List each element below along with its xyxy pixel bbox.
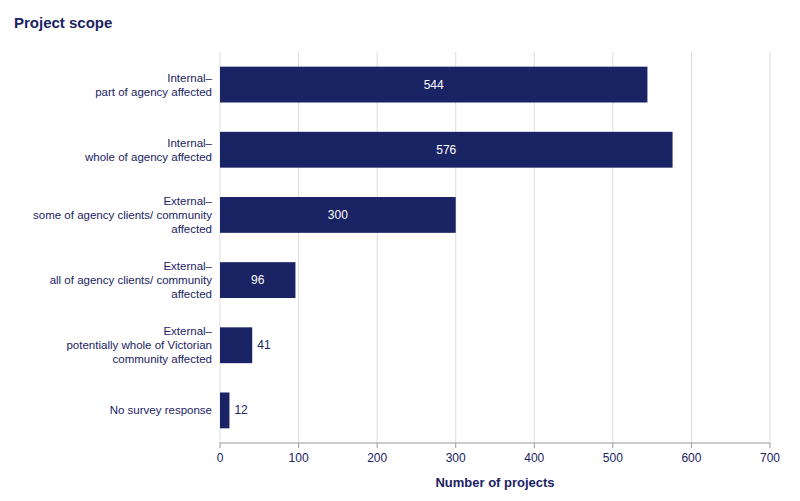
tick-label: 500 [603,451,623,465]
chart-svg: 0 100 200 300 400 500 600 700 12 41 96 300 576 544 No … [0,0,800,501]
grid-line [770,52,771,443]
bar [220,262,295,298]
bar [220,327,252,363]
chart-container: 0 100 200 300 400 500 600 700 12 41 96 300 576 544 No … [0,0,800,501]
grid-line [377,52,378,443]
bar [220,197,456,233]
axis-line [220,443,770,444]
tick-mark [612,443,613,448]
tick-mark [534,443,535,448]
background [0,0,800,501]
tick-label: 600 [681,451,701,465]
tick-label: 0 [217,451,224,465]
data-label: 544 [424,78,444,92]
grid [220,52,770,443]
tick-label: 200 [367,451,387,465]
grid-line [298,52,299,443]
axis-label: Number of projects [435,475,554,490]
data-labels: 12 41 96 300 576 544 [234,78,456,418]
tick-mark [220,443,221,448]
grid-line [220,52,221,443]
tick-mark [455,443,456,448]
grid-line [534,52,535,443]
tick-mark [298,443,299,448]
tick-mark [377,443,378,448]
bars [220,67,673,429]
category-label: Internal–whole of agency affected [84,137,213,163]
tick-label: 100 [289,451,309,465]
bar [220,392,229,428]
tick-mark [691,443,692,448]
tick-label: 300 [446,451,466,465]
tick-label: 400 [524,451,544,465]
category-label: External–all of agency clients/ communit… [50,260,213,300]
grid-line [612,52,613,443]
data-label: 96 [251,273,265,287]
data-label: 41 [257,338,271,352]
grid-line [455,52,456,443]
tick-label: 700 [760,451,780,465]
tick-mark [770,443,771,448]
category-label: External–some of agency clients/ communi… [33,195,213,235]
y-axis: No survey response External–potentially w… [33,72,213,417]
data-label: 300 [328,208,348,222]
bar [220,67,647,103]
data-label: 12 [234,403,248,417]
x-axis: 0 100 200 300 400 500 600 700 [217,443,781,465]
bar [220,132,673,168]
data-label: 576 [436,143,456,157]
category-label: External–potentially whole of Victorianc… [66,325,212,365]
category-label: No survey response [110,404,212,416]
grid-line [691,52,692,443]
category-label: Internal–part of agency affected [95,72,212,98]
title: Project scope [14,14,112,31]
